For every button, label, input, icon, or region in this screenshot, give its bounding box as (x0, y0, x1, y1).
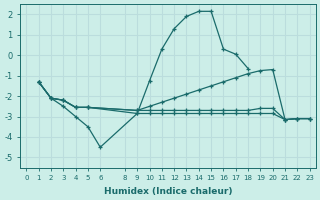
X-axis label: Humidex (Indice chaleur): Humidex (Indice chaleur) (104, 187, 232, 196)
